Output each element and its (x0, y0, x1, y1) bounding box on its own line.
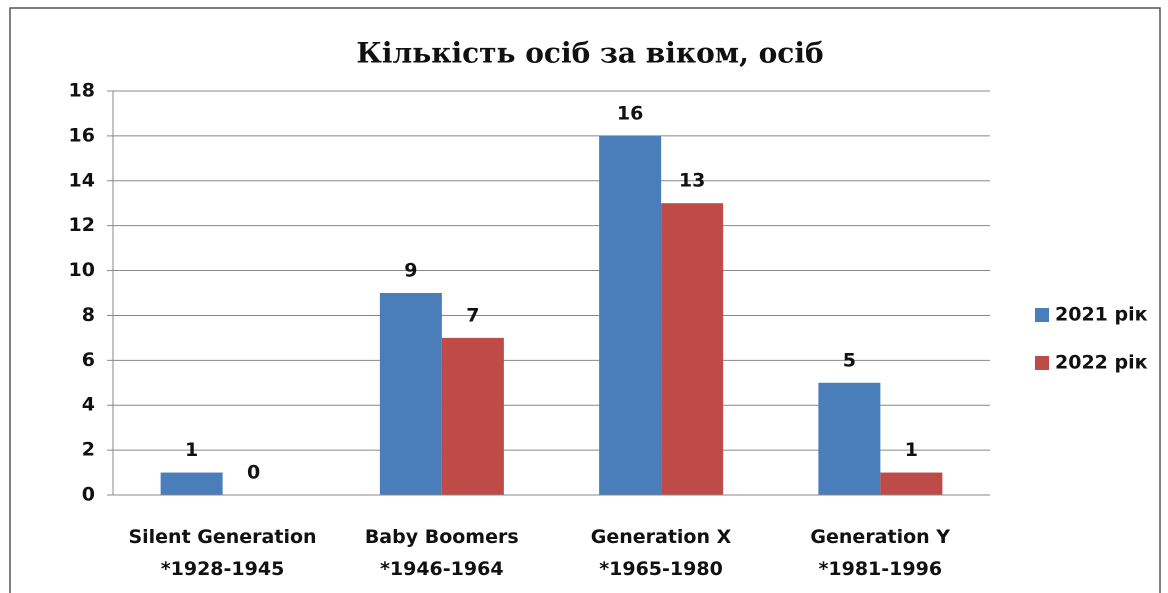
x-tick-label: Silent Generation *1928-1945 (128, 526, 317, 580)
data-label: 1 (905, 439, 918, 461)
data-label: 9 (404, 260, 417, 282)
bar (379, 293, 442, 495)
y-tick-label: 12 (69, 214, 95, 236)
data-label: 1 (185, 439, 198, 461)
bar (880, 472, 943, 495)
legend-swatch (1035, 356, 1049, 370)
legend-swatch (1035, 308, 1049, 322)
data-label: 13 (679, 170, 705, 192)
y-tick-label: 14 (69, 169, 95, 191)
y-tick-label: 6 (82, 349, 95, 371)
data-label: 7 (466, 304, 479, 326)
bar (160, 472, 223, 495)
y-tick-label: 0 (82, 484, 95, 506)
legend-label: 2022 рік (1055, 352, 1148, 374)
legend-label: 2021 рік (1055, 304, 1148, 326)
data-label: 5 (843, 349, 856, 371)
y-tick-label: 4 (82, 394, 95, 416)
bar (599, 135, 662, 495)
chart-title: Кількість осіб за віком, осіб (356, 37, 823, 70)
bar (441, 337, 504, 495)
chart-frame (9, 7, 1161, 593)
y-tick-label: 10 (69, 259, 95, 281)
x-tick-label: Generation X *1965-1980 (590, 526, 732, 580)
y-tick-label: 18 (69, 80, 95, 102)
y-tick-label: 8 (82, 304, 95, 326)
data-label: 0 (247, 462, 260, 484)
x-tick-label: Baby Boomers *1946-1964 (364, 526, 519, 580)
bar (818, 382, 881, 495)
data-label: 16 (617, 102, 643, 124)
bar (661, 203, 724, 495)
x-tick-label: Generation Y *1981-1996 (810, 526, 951, 580)
y-tick-label: 2 (82, 439, 95, 461)
y-tick-label: 16 (69, 124, 95, 146)
